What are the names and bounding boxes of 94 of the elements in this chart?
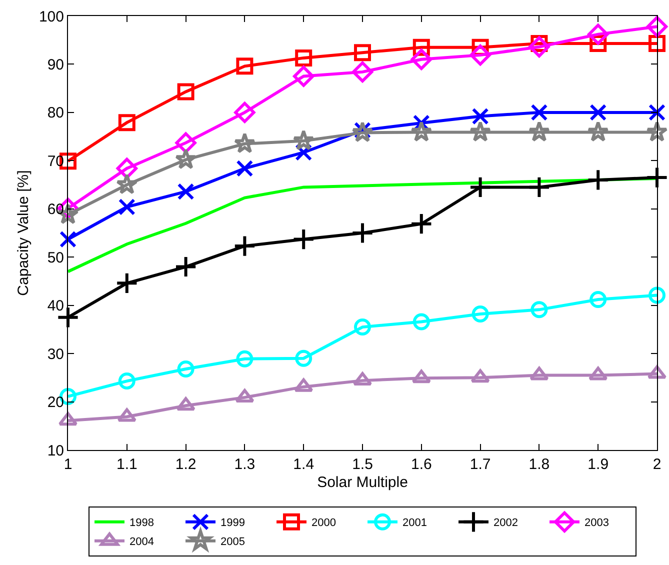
- point: [236, 350, 254, 368]
- point: [295, 49, 312, 66]
- y-tick-label: 60: [47, 201, 64, 218]
- point: [295, 350, 312, 367]
- point: [410, 212, 433, 236]
- point: [234, 132, 256, 154]
- legend-label: 1999: [220, 517, 245, 530]
- point: [646, 166, 668, 189]
- point: [236, 160, 254, 177]
- y-axis-title: Capacity Value [%]: [15, 170, 32, 296]
- point: [588, 366, 608, 380]
- x-tick-label: 1.1: [116, 456, 138, 473]
- x-tick-label: 1.5: [352, 456, 373, 473]
- point: [118, 372, 136, 390]
- y-tick-label: 30: [47, 346, 64, 363]
- point: [530, 301, 548, 318]
- point: [116, 173, 138, 194]
- legend-label: 2000: [312, 517, 336, 530]
- point: [469, 120, 492, 142]
- y-tick-label: 90: [47, 56, 64, 74]
- point: [410, 48, 432, 70]
- legend-label: 2002: [494, 517, 518, 530]
- y-tick-label: 20: [47, 394, 64, 412]
- point: [352, 61, 374, 83]
- point: [590, 104, 607, 121]
- x-tick-label: 1.4: [293, 456, 314, 473]
- point: [292, 228, 315, 251]
- point: [472, 306, 489, 323]
- point: [235, 388, 254, 402]
- point: [412, 370, 431, 384]
- point: [116, 158, 138, 179]
- legend-label: 2004: [130, 536, 154, 548]
- point: [118, 114, 136, 132]
- point: [528, 120, 550, 142]
- point: [470, 369, 490, 383]
- point: [469, 176, 492, 198]
- point: [351, 222, 374, 244]
- point: [528, 36, 550, 58]
- point: [646, 16, 668, 38]
- x-tick-label: 2: [652, 456, 662, 473]
- point: [174, 255, 198, 278]
- point: [176, 397, 196, 411]
- point: [58, 412, 78, 426]
- point: [116, 272, 138, 294]
- point: [352, 372, 372, 386]
- point: [117, 408, 136, 422]
- y-tick-label: 40: [47, 298, 64, 315]
- point: [174, 148, 197, 170]
- point: [118, 198, 136, 216]
- point: [530, 104, 548, 121]
- point: [648, 34, 666, 52]
- point: [586, 168, 610, 192]
- point: [177, 83, 194, 100]
- point: [293, 66, 314, 87]
- point: [233, 234, 256, 258]
- point: [410, 120, 432, 142]
- point: [354, 318, 371, 336]
- point: [528, 176, 550, 198]
- x-tick-label: 1.3: [234, 456, 256, 473]
- point: [292, 130, 314, 150]
- point: [648, 104, 666, 121]
- y-tick-label: 80: [47, 104, 64, 122]
- point: [646, 120, 668, 142]
- legend-label: 2001: [402, 517, 427, 530]
- point: [234, 102, 256, 124]
- legend-label: 1998: [130, 517, 154, 530]
- x-tick-label: 1.9: [588, 456, 609, 473]
- point: [354, 44, 371, 62]
- y-tick-label: 50: [47, 249, 64, 266]
- point: [60, 230, 76, 248]
- point: [412, 313, 430, 330]
- point: [587, 120, 609, 142]
- x-axis-title: Solar Multiple: [317, 474, 408, 491]
- legend-label: 2005: [220, 536, 245, 548]
- point: [530, 366, 549, 380]
- point: [590, 291, 607, 308]
- point: [352, 121, 374, 142]
- point: [294, 378, 314, 392]
- point: [472, 108, 489, 125]
- x-tick-label: 1.8: [528, 456, 550, 473]
- x-tick-label: 1.2: [175, 456, 196, 473]
- point: [236, 58, 254, 75]
- y-tick-label: 10: [47, 442, 64, 460]
- point: [647, 365, 667, 379]
- x-tick-label: 1.7: [470, 456, 491, 473]
- point: [588, 24, 609, 45]
- point: [648, 286, 666, 304]
- legend-label: 2003: [584, 517, 609, 530]
- y-tick-label: 100: [38, 8, 64, 26]
- x-tick-label: 1.6: [410, 456, 432, 473]
- x-tick-label: 1: [64, 456, 72, 473]
- point: [177, 360, 194, 378]
- point: [470, 44, 491, 66]
- point: [177, 183, 194, 200]
